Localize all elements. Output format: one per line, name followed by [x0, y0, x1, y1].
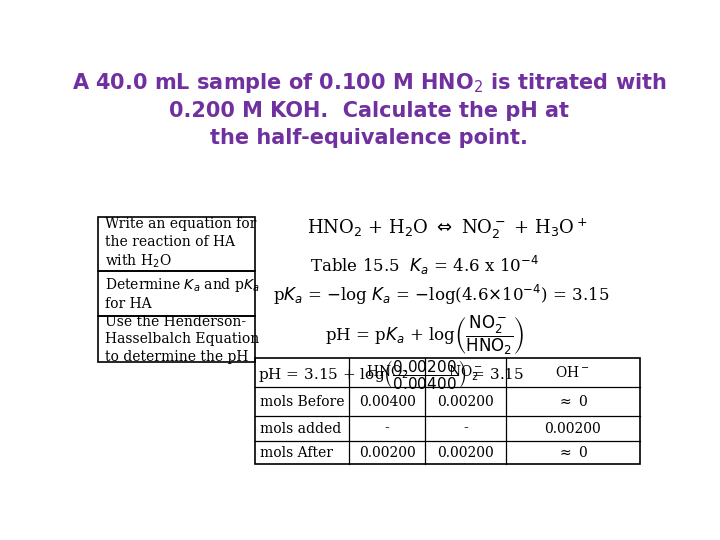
Text: mols added: mols added: [260, 422, 341, 436]
Text: OH$^-$: OH$^-$: [555, 365, 590, 380]
Bar: [98, 316, 255, 362]
Text: $\approx$ 0: $\approx$ 0: [557, 445, 588, 460]
Bar: [255, 358, 639, 464]
Text: p$K_a$ = $-$log $K_a$ = $-$log(4.6$\times$10$^{-4}$) = 3.15: p$K_a$ = $-$log $K_a$ = $-$log(4.6$\time…: [274, 283, 610, 307]
Text: $\approx$ 0: $\approx$ 0: [557, 394, 588, 409]
Text: HNO$_2$: HNO$_2$: [366, 364, 409, 381]
Text: -: -: [463, 422, 467, 436]
Text: Table 15.5  $K_a$ = 4.6 x 10$^{-4}$: Table 15.5 $K_a$ = 4.6 x 10$^{-4}$: [310, 254, 539, 277]
Text: Write an equation for
the reaction of HA
with H$_2$O: Write an equation for the reaction of HA…: [104, 217, 256, 270]
Text: mols After: mols After: [260, 446, 333, 460]
Text: Use the Henderson-
Hasselbalch Equation
to determine the pH: Use the Henderson- Hasselbalch Equation …: [104, 315, 258, 363]
Text: 0.00200: 0.00200: [437, 446, 494, 460]
Text: A 40.0 mL sample of 0.100 M HNO$_2$ is titrated with
0.200 M KOH.  Calculate the: A 40.0 mL sample of 0.100 M HNO$_2$ is t…: [71, 71, 667, 148]
Text: HNO$_2$ + H$_2$O $\Leftrightarrow$ NO$_2^-$ + H$_3$O$^+$: HNO$_2$ + H$_2$O $\Leftrightarrow$ NO$_2…: [307, 217, 588, 241]
Text: Determine $K_a$ and p$K_a$
for HA: Determine $K_a$ and p$K_a$ for HA: [104, 276, 259, 311]
Text: 0.00200: 0.00200: [437, 395, 494, 409]
Text: mols Before: mols Before: [260, 395, 345, 409]
Text: 0.00400: 0.00400: [359, 395, 415, 409]
Text: pH = 3.15 + log$\left(\dfrac{0.00200}{0.00400}\right)$ = 3.15: pH = 3.15 + log$\left(\dfrac{0.00200}{0.…: [258, 358, 524, 391]
Text: pH = p$K_a$ + log$\left(\dfrac{\mathrm{NO_2^-}}{\mathrm{HNO_2}}\right)$: pH = p$K_a$ + log$\left(\dfrac{\mathrm{N…: [325, 314, 525, 357]
Bar: [98, 271, 255, 316]
Text: 0.00200: 0.00200: [359, 446, 415, 460]
Text: 0.00200: 0.00200: [544, 422, 601, 436]
Text: -: -: [384, 422, 390, 436]
Bar: [98, 217, 255, 271]
Text: NO$_2^-$: NO$_2^-$: [448, 363, 482, 382]
